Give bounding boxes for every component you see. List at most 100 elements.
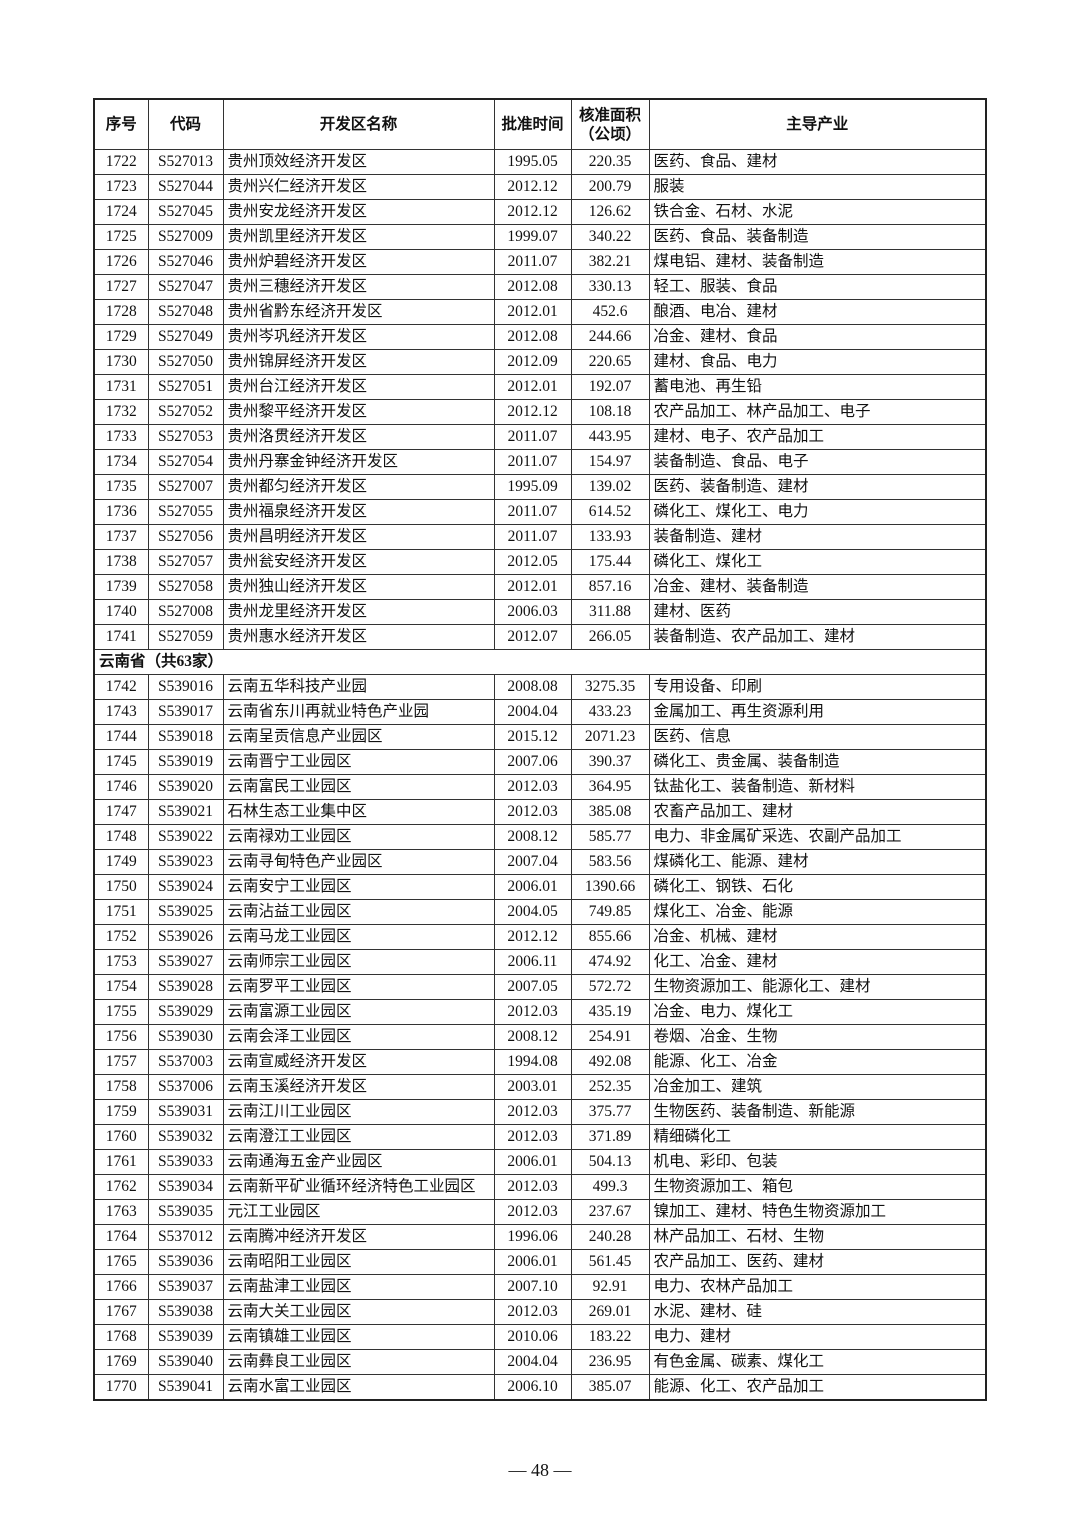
table-row: 1758 S537006 云南玉溪经济开发区 2003.01 252.35 冶金加工、建筑 bbox=[93, 1074, 987, 1100]
cell-name: 云南彝良工业园区 bbox=[222, 1349, 495, 1375]
table-row: 1761 S539033 云南通海五金产业园区 2006.01 504.13 机电、彩印、… bbox=[93, 1149, 987, 1175]
cell-code: S527056 bbox=[147, 524, 224, 550]
table-row: 1757 S537003 云南宣威经济开发区 1994.08 492.08 能源、化工、冶… bbox=[93, 1049, 987, 1075]
cell-code: S539040 bbox=[147, 1349, 224, 1375]
table-row: 1751 S539025 云南沾益工业园区 2004.05 749.85 煤化工、冶金、能… bbox=[93, 899, 987, 925]
cell-no: 1740 bbox=[93, 599, 149, 625]
cell-name: 云南腾冲经济开发区 bbox=[222, 1224, 495, 1250]
cell-date: 1995.09 bbox=[493, 474, 572, 500]
cell-area: 244.66 bbox=[570, 324, 650, 350]
cell-industry: 生物资源加工、箱包 bbox=[648, 1174, 987, 1200]
cell-name: 云南呈贡信息产业园区 bbox=[222, 724, 495, 750]
cell-date: 2007.05 bbox=[493, 974, 572, 1000]
header-code: 代码 bbox=[147, 98, 224, 150]
cell-area: 585.77 bbox=[570, 824, 650, 850]
table-row: 1769 S539040 云南彝良工业园区 2004.04 236.95 有色金属、碳素、… bbox=[93, 1349, 987, 1375]
cell-industry: 煤磷化工、能源、建材 bbox=[648, 849, 987, 875]
header-area-line1: 核准面积 bbox=[578, 106, 641, 124]
cell-no: 1728 bbox=[93, 299, 149, 325]
cell-industry: 铁合金、石材、水泥 bbox=[648, 199, 987, 225]
cell-code: S539023 bbox=[147, 849, 224, 875]
cell-code: S527055 bbox=[147, 499, 224, 525]
table-row: 1723 S527044 贵州兴仁经济开发区 2012.12 200.79 服装 bbox=[93, 174, 987, 200]
cell-industry: 装备制造、农产品加工、建材 bbox=[648, 624, 987, 650]
cell-area: 499.3 bbox=[570, 1174, 650, 1200]
cell-area: 371.89 bbox=[570, 1124, 650, 1150]
table-row: 1752 S539026 云南马龙工业园区 2012.12 855.66 冶金、机械、建材 bbox=[93, 924, 987, 950]
cell-area: 252.35 bbox=[570, 1074, 650, 1100]
cell-name: 贵州瓮安经济开发区 bbox=[222, 549, 495, 575]
cell-code: S527057 bbox=[147, 549, 224, 575]
cell-name: 云南富民工业园区 bbox=[222, 774, 495, 800]
cell-code: S539028 bbox=[147, 974, 224, 1000]
cell-industry: 机电、彩印、包装 bbox=[648, 1149, 987, 1175]
cell-no: 1723 bbox=[93, 174, 149, 200]
cell-date: 2008.08 bbox=[493, 674, 572, 700]
table-row: 1733 S527053 贵州洛贯经济开发区 2011.07 443.95 建材、电子、农… bbox=[93, 424, 987, 450]
cell-name: 云南马龙工业园区 bbox=[222, 924, 495, 950]
cell-date: 2012.12 bbox=[493, 924, 572, 950]
cell-industry: 建材、电子、农产品加工 bbox=[648, 424, 987, 450]
cell-date: 2012.12 bbox=[493, 399, 572, 425]
cell-date: 1995.05 bbox=[493, 149, 572, 175]
cell-no: 1729 bbox=[93, 324, 149, 350]
cell-area: 220.35 bbox=[570, 149, 650, 175]
cell-industry: 镍加工、建材、特色生物资源加工 bbox=[648, 1199, 987, 1225]
cell-no: 1743 bbox=[93, 699, 149, 725]
cell-no: 1725 bbox=[93, 224, 149, 250]
cell-code: S527050 bbox=[147, 349, 224, 375]
cell-name: 贵州炉碧经济开发区 bbox=[222, 249, 495, 275]
table-row: 1768 S539039 云南镇雄工业园区 2010.06 183.22 电力、建材 bbox=[93, 1324, 987, 1350]
cell-industry: 医药、食品、建材 bbox=[648, 149, 987, 175]
cell-no: 1770 bbox=[93, 1374, 149, 1401]
cell-area: 390.37 bbox=[570, 749, 650, 775]
cell-industry: 有色金属、碳素、煤化工 bbox=[648, 1349, 987, 1375]
cell-industry: 卷烟、冶金、生物 bbox=[648, 1024, 987, 1050]
cell-code: S527047 bbox=[147, 274, 224, 300]
cell-no: 1742 bbox=[93, 674, 149, 700]
cell-industry: 金属加工、再生资源利用 bbox=[648, 699, 987, 725]
cell-area: 183.22 bbox=[570, 1324, 650, 1350]
cell-area: 254.91 bbox=[570, 1024, 650, 1050]
cell-name: 云南晋宁工业园区 bbox=[222, 749, 495, 775]
cell-code: S527008 bbox=[147, 599, 224, 625]
cell-code: S527049 bbox=[147, 324, 224, 350]
cell-no: 1736 bbox=[93, 499, 149, 525]
cell-area: 492.08 bbox=[570, 1049, 650, 1075]
cell-code: S539034 bbox=[147, 1174, 224, 1200]
cell-no: 1747 bbox=[93, 799, 149, 825]
cell-no: 1733 bbox=[93, 424, 149, 450]
cell-industry: 能源、化工、农产品加工 bbox=[648, 1374, 987, 1401]
cell-code: S539031 bbox=[147, 1099, 224, 1125]
cell-code: S527058 bbox=[147, 574, 224, 600]
header-area: 核准面积 （公顷） bbox=[570, 98, 650, 150]
cell-no: 1752 bbox=[93, 924, 149, 950]
cell-code: S539024 bbox=[147, 874, 224, 900]
cell-date: 2012.05 bbox=[493, 549, 572, 575]
cell-no: 1765 bbox=[93, 1249, 149, 1275]
cell-code: S539033 bbox=[147, 1149, 224, 1175]
cell-code: S527007 bbox=[147, 474, 224, 500]
cell-no: 1764 bbox=[93, 1224, 149, 1250]
header-area-line2: （公顷） bbox=[578, 125, 641, 143]
cell-area: 266.05 bbox=[570, 624, 650, 650]
cell-date: 2012.03 bbox=[493, 1174, 572, 1200]
cell-name: 云南禄劝工业园区 bbox=[222, 824, 495, 850]
cell-date: 2011.07 bbox=[493, 249, 572, 275]
cell-no: 1754 bbox=[93, 974, 149, 1000]
cell-industry: 精细磷化工 bbox=[648, 1124, 987, 1150]
cell-name: 云南富源工业园区 bbox=[222, 999, 495, 1025]
cell-code: S539021 bbox=[147, 799, 224, 825]
cell-code: S527054 bbox=[147, 449, 224, 475]
cell-area: 375.77 bbox=[570, 1099, 650, 1125]
cell-code: S539020 bbox=[147, 774, 224, 800]
cell-industry: 冶金、机械、建材 bbox=[648, 924, 987, 950]
cell-industry: 冶金、建材、装备制造 bbox=[648, 574, 987, 600]
cell-industry: 冶金、建材、食品 bbox=[648, 324, 987, 350]
table-row: 1767 S539038 云南大关工业园区 2012.03 269.01 水泥、建材、硅 bbox=[93, 1299, 987, 1325]
cell-no: 1726 bbox=[93, 249, 149, 275]
cell-date: 2004.05 bbox=[493, 899, 572, 925]
cell-name: 云南罗平工业园区 bbox=[222, 974, 495, 1000]
table-row: 1724 S527045 贵州安龙经济开发区 2012.12 126.62 铁合金、石材、… bbox=[93, 199, 987, 225]
cell-name: 云南师宗工业园区 bbox=[222, 949, 495, 975]
